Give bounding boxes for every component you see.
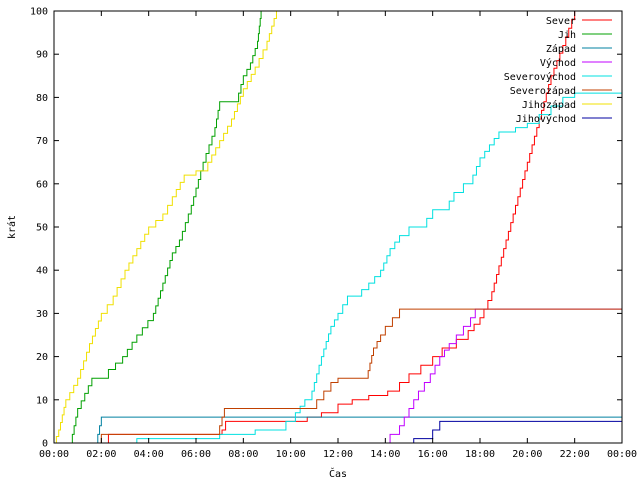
legend-label: Západ	[546, 43, 576, 55]
series-line-2	[54, 416, 622, 443]
legend-label: Sever	[546, 16, 576, 27]
y-tick-label: 80	[36, 93, 48, 104]
y-tick-label: 0	[42, 439, 48, 450]
legend-label: Jih	[558, 30, 576, 41]
x-tick-label: 14:00	[370, 449, 400, 460]
x-axis: 00:00 02:00 04:00 06:00 08:00 10:00 12:00 14:00…	[39, 11, 637, 460]
y-tick-label: 40	[36, 266, 48, 277]
y-tick-label: 70	[36, 136, 48, 147]
y-tick-label: 20	[36, 352, 48, 363]
legend-label: Jihozápad	[522, 99, 576, 111]
y-tick-label: 100	[30, 7, 48, 18]
legend-label: Východ	[540, 57, 576, 69]
x-tick-label: 00:00	[607, 449, 637, 460]
x-tick-label: 00:00	[39, 449, 69, 460]
legend-label: Severovýchod	[504, 71, 576, 83]
legend-label: Severozápad	[510, 85, 576, 97]
series-line-0	[54, 11, 622, 443]
series-line-5	[54, 308, 622, 443]
y-tick-label: 60	[36, 179, 48, 190]
x-tick-label: 16:00	[418, 449, 448, 460]
legend-label: Jihovýchod	[516, 113, 576, 125]
plot-lines	[54, 11, 622, 443]
x-tick-label: 12:00	[323, 449, 353, 460]
x-tick-label: 02:00	[86, 449, 116, 460]
x-tick-label: 20:00	[512, 449, 542, 460]
x-axis-label: Čas	[329, 467, 347, 480]
series-line-1	[54, 11, 622, 443]
x-tick-label: 22:00	[560, 449, 590, 460]
x-tick-label: 18:00	[465, 449, 495, 460]
x-tick-label: 10:00	[276, 449, 306, 460]
y-axis: 0 10 20 30 40 50 60 70 80 90 100	[30, 7, 622, 450]
series-line-6	[54, 11, 622, 443]
series-line-3	[54, 308, 622, 443]
y-axis-label: krát	[6, 215, 18, 239]
legend: Sever Jih Západ Východ Severovýchod Severozáp…	[504, 16, 612, 125]
y-tick-label: 30	[36, 309, 48, 320]
y-tick-label: 90	[36, 50, 48, 61]
series-line-4	[54, 92, 622, 443]
y-tick-label: 10	[36, 395, 48, 406]
y-tick-label: 50	[36, 223, 48, 234]
x-tick-label: 04:00	[134, 449, 164, 460]
series-line-7	[54, 420, 622, 443]
x-tick-label: 08:00	[228, 449, 258, 460]
x-tick-label: 06:00	[181, 449, 211, 460]
